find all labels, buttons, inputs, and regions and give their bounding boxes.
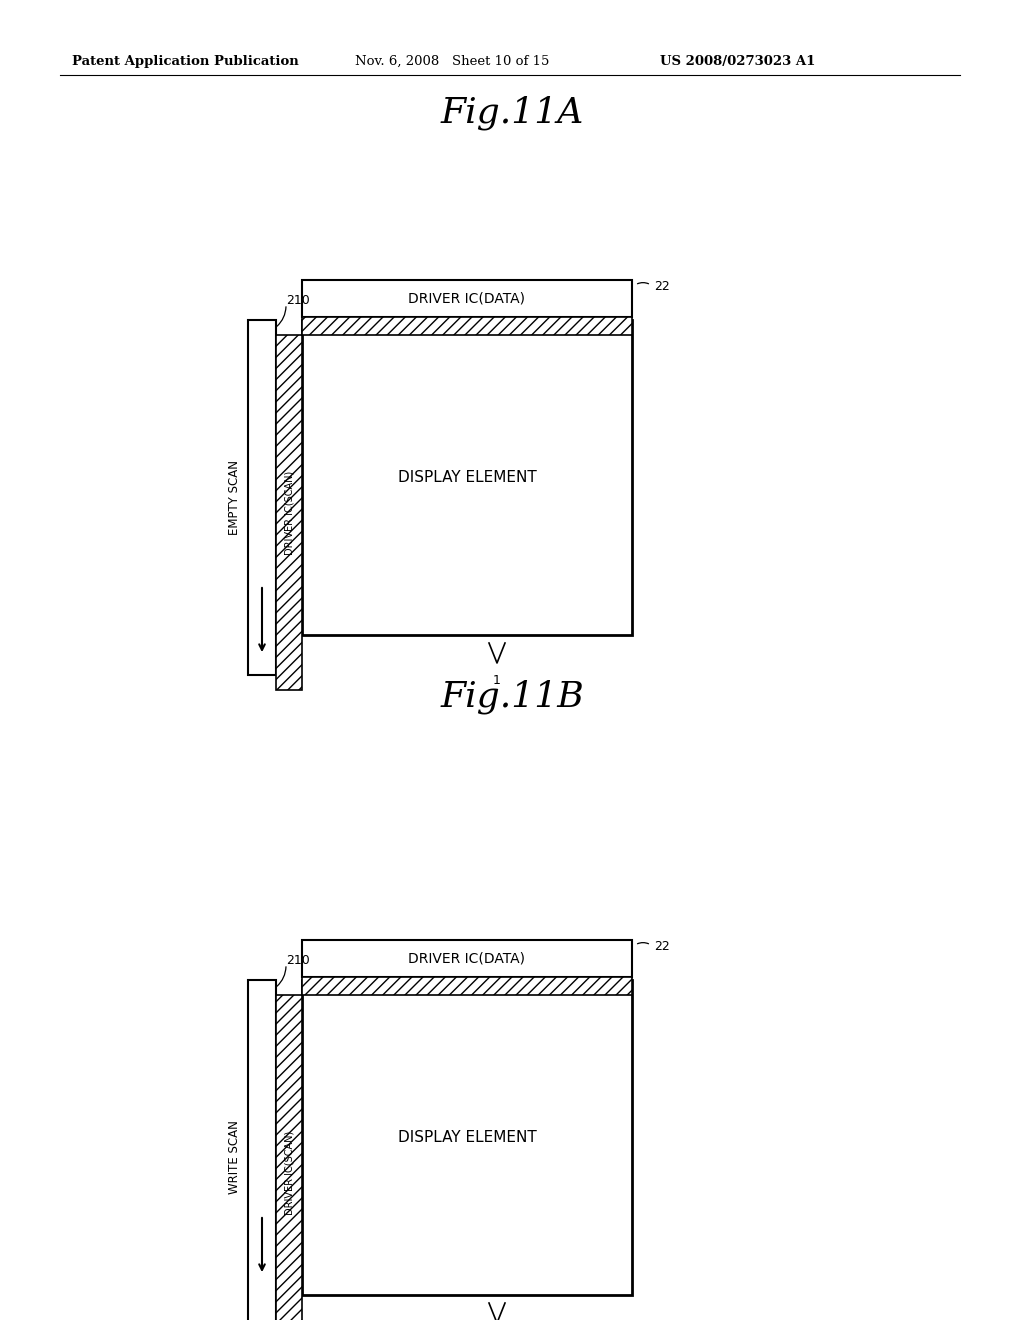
Text: DISPLAY ELEMENT: DISPLAY ELEMENT: [397, 1130, 537, 1144]
Bar: [302, 977, 632, 995]
Text: 210: 210: [286, 293, 309, 306]
Text: 22: 22: [654, 940, 670, 953]
Text: WRITE SCAN: WRITE SCAN: [227, 1121, 241, 1195]
Text: 210: 210: [286, 953, 309, 966]
Text: Patent Application Publication: Patent Application Publication: [72, 55, 299, 69]
Text: US 2008/0273023 A1: US 2008/0273023 A1: [660, 55, 815, 69]
Text: DRIVER IC(SCAN): DRIVER IC(SCAN): [284, 470, 294, 554]
Text: Fig.11B: Fig.11B: [440, 680, 584, 714]
Bar: [302, 280, 632, 317]
Bar: [302, 940, 632, 977]
Bar: [276, 335, 302, 690]
Bar: [302, 317, 632, 335]
Text: EMPTY SCAN: EMPTY SCAN: [227, 459, 241, 535]
Text: DRIVER IC(DATA): DRIVER IC(DATA): [409, 952, 525, 965]
Bar: [248, 979, 276, 1320]
Bar: [302, 979, 632, 1295]
Text: DRIVER IC(DATA): DRIVER IC(DATA): [409, 292, 525, 305]
Text: 22: 22: [654, 281, 670, 293]
Text: Fig.11A: Fig.11A: [440, 95, 584, 129]
Bar: [248, 319, 276, 675]
Text: 1: 1: [494, 675, 501, 688]
Text: Nov. 6, 2008   Sheet 10 of 15: Nov. 6, 2008 Sheet 10 of 15: [355, 55, 549, 69]
Bar: [302, 319, 632, 635]
Text: DRIVER IC(SCAN): DRIVER IC(SCAN): [284, 1130, 294, 1214]
Bar: [276, 995, 302, 1320]
Text: DISPLAY ELEMENT: DISPLAY ELEMENT: [397, 470, 537, 484]
